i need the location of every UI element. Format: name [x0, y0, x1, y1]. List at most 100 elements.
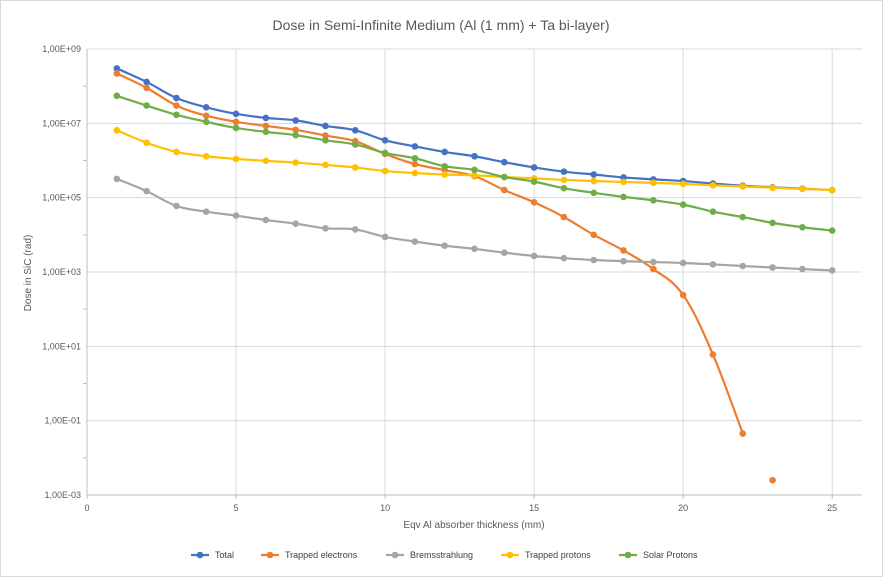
- data-point: [501, 186, 508, 194]
- data-point: [799, 265, 806, 273]
- data-point: [143, 78, 150, 86]
- data-point: [769, 219, 776, 227]
- data-point: [471, 166, 478, 174]
- series-layer: [113, 65, 836, 484]
- y-tick-label: 1,00E+03: [42, 267, 81, 277]
- x-tick-label: 0: [84, 503, 89, 513]
- data-point: [411, 143, 419, 150]
- data-point: [322, 122, 329, 130]
- data-point: [679, 180, 687, 188]
- series-bremsstrahlung: [113, 175, 836, 274]
- legend: Total Trapped electrons Bremsstrahlung Trap…: [191, 550, 698, 560]
- data-point: [351, 164, 359, 171]
- data-point: [173, 94, 180, 102]
- data-point: [441, 171, 448, 178]
- data-point: [650, 179, 657, 187]
- data-point: [351, 141, 359, 148]
- series-trapped-electrons: [113, 70, 776, 484]
- data-point: [769, 476, 776, 484]
- series-solar-protons: [113, 92, 836, 234]
- data-point: [202, 118, 210, 126]
- data-point: [828, 267, 836, 274]
- data-point: [679, 201, 687, 208]
- data-point: [202, 112, 210, 120]
- data-point: [411, 169, 419, 177]
- data-point: [590, 256, 598, 264]
- legend-marker: [624, 551, 632, 559]
- data-point: [590, 231, 598, 239]
- data-point: [441, 148, 448, 156]
- data-point: [679, 259, 687, 267]
- data-point: [739, 430, 747, 437]
- x-tick-label: 25: [827, 503, 837, 513]
- y-tick-label: 1,00E+05: [42, 193, 81, 203]
- data-point: [739, 183, 747, 190]
- legend-entry: Trapped protons: [501, 550, 591, 560]
- data-point: [828, 186, 836, 194]
- data-point: [381, 136, 389, 144]
- data-point: [620, 257, 627, 265]
- legend-entry: Trapped electrons: [261, 550, 358, 560]
- data-point: [232, 124, 240, 132]
- series-trapped-protons: [113, 126, 836, 194]
- axes: [83, 49, 862, 499]
- legend-marker: [391, 551, 399, 559]
- data-point: [322, 132, 329, 139]
- series-line: [116, 129, 833, 192]
- legend-marker: [266, 551, 274, 559]
- data-point: [381, 167, 389, 175]
- data-point: [173, 111, 180, 119]
- data-point: [173, 148, 180, 156]
- data-point: [650, 258, 657, 266]
- data-point: [262, 157, 270, 165]
- data-point: [351, 126, 359, 134]
- data-point: [620, 178, 627, 186]
- data-point: [143, 187, 150, 195]
- y-tick-label: 1,00E+09: [42, 44, 81, 54]
- y-tick-label: 1,00E-01: [44, 416, 81, 426]
- legend-marker: [506, 551, 514, 559]
- data-point: [322, 136, 329, 144]
- data-point: [709, 182, 717, 189]
- series-line: [116, 177, 833, 272]
- data-point: [530, 178, 538, 185]
- y-tick-label: 1,00E+01: [42, 341, 81, 351]
- data-point: [262, 128, 270, 136]
- data-point: [769, 184, 776, 192]
- data-point: [292, 159, 299, 166]
- data-point: [113, 175, 121, 183]
- data-point: [560, 168, 568, 175]
- data-point: [351, 226, 359, 233]
- data-point: [292, 220, 299, 227]
- data-point: [113, 65, 121, 72]
- x-axis-title: Eqv Al absorber thickness (mm): [403, 520, 544, 531]
- data-point: [530, 164, 538, 171]
- data-point: [620, 247, 627, 254]
- data-point: [411, 160, 419, 168]
- data-point: [173, 102, 180, 109]
- y-tick-label: 1,00E-03: [44, 490, 81, 500]
- data-point: [709, 261, 717, 268]
- data-point: [590, 177, 598, 185]
- data-point: [471, 171, 478, 179]
- data-point: [381, 149, 389, 157]
- data-point: [739, 213, 747, 221]
- data-point: [202, 104, 210, 111]
- data-point: [590, 189, 598, 197]
- data-point: [590, 171, 598, 178]
- data-point: [650, 196, 657, 204]
- data-point: [471, 245, 478, 253]
- data-point: [739, 262, 747, 270]
- data-point: [113, 70, 121, 77]
- data-point: [560, 176, 568, 184]
- x-tick-label: 10: [380, 503, 390, 513]
- legend-marker: [196, 551, 204, 559]
- data-point: [173, 202, 180, 210]
- legend-entry: Total: [191, 550, 234, 560]
- data-point: [411, 238, 419, 245]
- data-point: [530, 199, 538, 206]
- data-point: [322, 224, 329, 232]
- data-point: [530, 252, 538, 260]
